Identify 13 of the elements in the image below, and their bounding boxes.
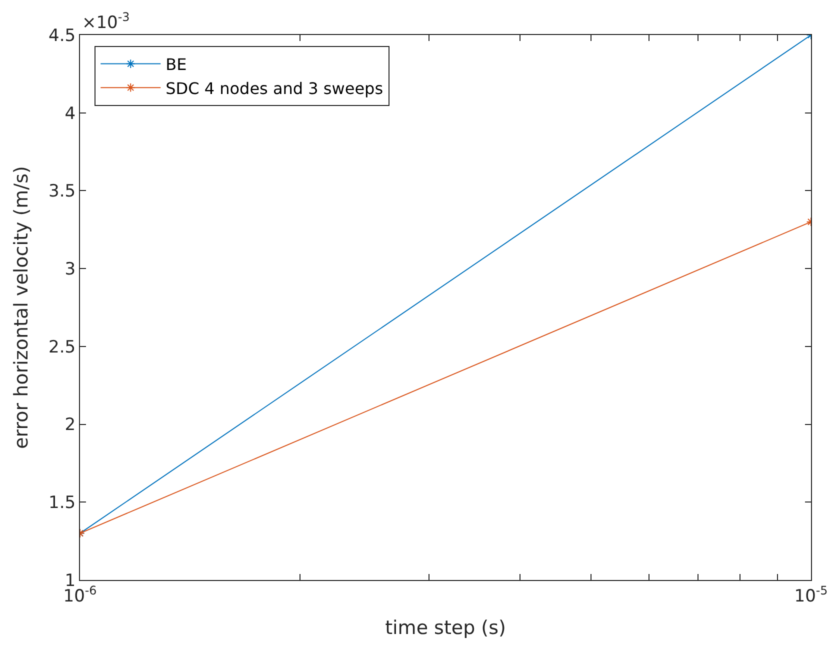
legend-label: BE bbox=[166, 55, 187, 74]
y-tick-label: 2.5 bbox=[48, 337, 76, 358]
y-axis-title: error horizontal velocity (m/s) bbox=[10, 166, 32, 449]
x-tick-label: 10$^{-5}$ bbox=[794, 583, 828, 606]
y-tick-label: 4 bbox=[64, 104, 76, 124]
legend-label: SDC 4 nodes and 3 sweeps bbox=[166, 78, 384, 98]
y-tick-label: 3 bbox=[64, 260, 76, 280]
y-tick-label: 4.5 bbox=[48, 26, 76, 46]
y-tick-label: 1.5 bbox=[48, 493, 76, 514]
text: ×10$^{-3}$ bbox=[82, 10, 130, 34]
x-axis-title: time step (s) bbox=[385, 617, 506, 640]
y-tick-label: 3.5 bbox=[48, 182, 76, 202]
y-tick-label: 2 bbox=[64, 415, 76, 436]
